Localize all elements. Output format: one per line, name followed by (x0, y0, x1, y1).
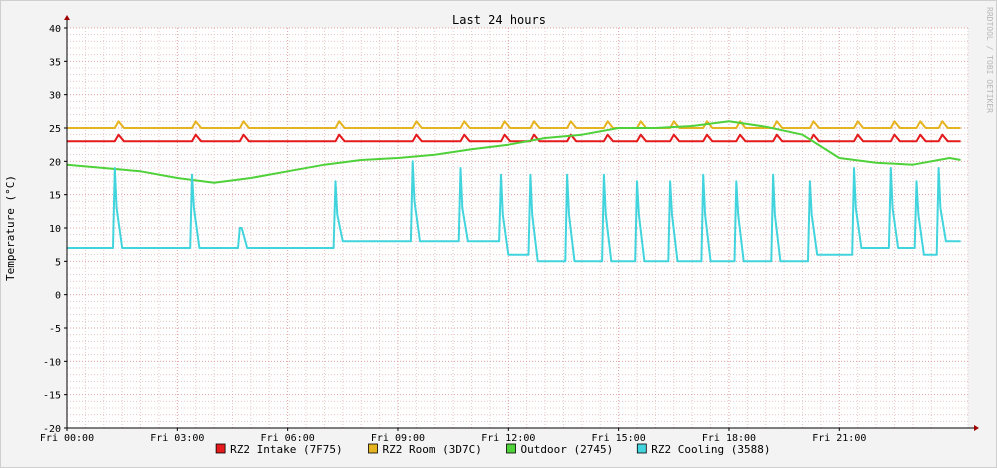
y-tick-label: 5 (55, 257, 61, 268)
legend-swatch (506, 443, 516, 454)
y-tick-label: 25 (49, 124, 61, 135)
x-tick-label: Fri 00:00 (40, 433, 94, 444)
legend-label: RZ2 Cooling (3588) (651, 443, 770, 456)
legend-swatch (215, 443, 226, 454)
legend-label: RZ2 Intake (7F75) (230, 443, 343, 456)
x-tick-labels: Fri 00:00 Fri 03:00 Fri 06:00 Fri 09:00 Fri … (40, 428, 866, 444)
chart-title: Last 24 hours (452, 13, 546, 27)
x-tick-label: Fri 15:00 (592, 433, 646, 444)
y-tick-label: 20 (49, 157, 61, 168)
legend-label: RZ2 Room (3D7C) (383, 443, 482, 456)
y-tick-label: 30 (49, 91, 61, 102)
x-tick-label: Fri 18:00 (702, 433, 756, 444)
series-line-outdoor-2745 (66, 120, 961, 184)
y-tick-label: -10 (43, 357, 61, 368)
series-line-rz2-cooling-3588 (67, 160, 961, 263)
x-axis-arrow (974, 425, 979, 431)
y-axis-arrow (64, 15, 70, 20)
series-line-rz2-intake-7f75 (67, 133, 961, 143)
y-axis-label: Temperature (°C) (4, 175, 17, 281)
axes (64, 15, 979, 431)
series-lines (66, 120, 961, 263)
y-tick-label: 15 (49, 191, 61, 202)
y-tick-label: -5 (49, 324, 61, 335)
x-tick-label: Fri 03:00 (150, 433, 204, 444)
legend-swatch (368, 443, 378, 454)
y-tick-label: 40 (49, 24, 61, 35)
x-tick-label: Fri 09:00 (371, 433, 425, 444)
x-tick-label: Fri 21:00 (812, 433, 866, 444)
watermark-text: RRDTOOL / TOBI OETIKER (985, 7, 994, 113)
y-tick-label: 0 (55, 291, 61, 302)
legend-swatch (636, 443, 647, 454)
y-tick-label: -15 (43, 391, 61, 402)
x-tick-label: Fri 12:00 (481, 433, 535, 444)
y-tick-labels: 40 35 30 25 20 15 10 5 0 -5 -10 -15 -20 (43, 24, 67, 435)
legend: RZ2 Intake (7F75) RZ2 Room (3D7C) Outdoor … (215, 443, 771, 456)
y-tick-label: -20 (43, 424, 61, 435)
y-tick-label: 10 (49, 224, 61, 235)
x-tick-label: Fri 06:00 (261, 433, 315, 444)
legend-label: Outdoor (2745) (521, 443, 614, 456)
y-tick-label: 35 (49, 57, 61, 68)
